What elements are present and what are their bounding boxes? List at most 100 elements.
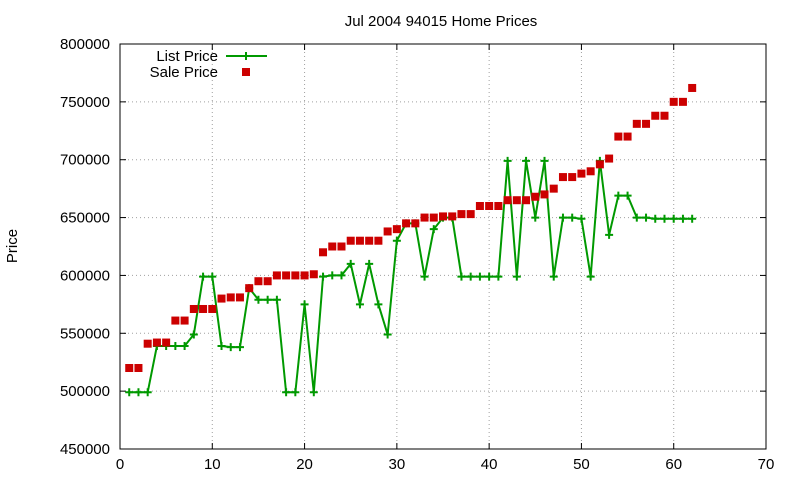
sale-price-point [466,210,475,219]
y-tick-label: 700000 [60,152,110,169]
list-price-point [577,214,586,223]
list-price-point [365,259,374,268]
list-price-point [688,214,697,223]
sale-price-point [678,97,687,106]
list-price-point [623,191,632,200]
list-price-point [254,295,263,304]
list-price-point [660,214,669,223]
sale-price-point [660,111,669,120]
y-tick-label: 500000 [60,383,110,400]
sale-price-point [199,304,208,313]
y-axis-label: Price [4,229,21,263]
sale-price-point [503,196,512,205]
list-price-point [328,271,337,280]
list-price-point [586,272,595,281]
list-price-point [642,213,651,222]
y-tick-label: 650000 [60,210,110,227]
list-price-point [632,213,641,222]
sale-price-point [125,364,134,372]
list-price-point [494,272,503,281]
list-price-point [522,156,531,165]
list-price-point [134,388,143,397]
sale-price-point [300,271,309,280]
sale-price-point [402,219,411,228]
grid [120,44,766,449]
sale-price-point [605,154,614,163]
list-price-point [678,214,687,223]
sale-price-point [651,111,660,120]
list-price-point [651,214,660,223]
list-price-point [171,342,180,351]
sale-price-point [586,167,595,176]
sale-price-point [162,338,171,347]
list-price-point [420,272,429,281]
list-price-point [374,300,383,309]
sale-price-point [346,236,355,245]
list-price-point [549,272,558,281]
list-price-point [429,225,438,234]
y-tick-label: 600000 [60,267,110,284]
sale-price-point [319,248,328,257]
x-tick-label: 70 [758,456,775,473]
list-price-point [355,300,364,309]
sale-price-point [531,192,540,201]
sale-price-point [632,119,641,128]
x-tick-label: 20 [296,456,313,473]
chart-title: Jul 2004 94015 Home Prices [345,13,538,30]
sale-price-point [272,271,281,280]
axis-ticks: 0 10 20 30 40 50 60 70 450000 500000 550000 600000 6… [60,36,774,473]
list-price-point [263,295,272,304]
sale-price-point [595,160,604,169]
list-price-point [180,342,189,351]
list-price-point [125,388,134,397]
x-tick-label: 60 [665,456,682,473]
sale-price-point [392,225,401,234]
sale-price-point [365,236,374,245]
series-sale-price [125,83,697,372]
sale-price-point [374,236,383,245]
sale-price-point [485,202,494,210]
list-price-point [568,213,577,222]
list-price-point [309,388,318,397]
sale-price-point [328,242,337,251]
sale-price-point [337,242,346,251]
list-price-point [669,214,678,223]
sale-price-point [226,293,235,302]
list-price-point [558,213,567,222]
legend-label-sale-price: Sale Price [150,64,218,81]
list-price-point [485,272,494,281]
sale-price-point [577,169,586,178]
sale-price-point [568,173,577,182]
sale-price-point [494,202,503,210]
list-price-point [337,271,346,280]
list-price-point [282,388,291,397]
sale-price-point [171,316,180,325]
list-price-point [217,342,226,351]
sale-price-point [189,304,198,313]
sale-price-point [282,271,291,280]
y-tick-label: 450000 [60,441,110,458]
sale-price-point [457,210,466,219]
sale-price-point [669,97,678,106]
sale-price-point [254,277,263,286]
list-price-point [208,272,217,281]
plot-frame [119,43,767,450]
sale-price-point [235,293,244,302]
list-price-point [199,272,208,281]
list-price-point [235,343,244,352]
x-tick-label: 10 [204,456,221,473]
list-price-point [319,272,328,281]
sale-price-point [614,132,623,141]
sale-price-point [429,213,438,222]
x-tick-label: 50 [573,456,590,473]
sale-price-point [309,270,318,279]
legend-marker-list-price [242,52,250,60]
sale-price-point [355,236,364,245]
y-tick-label: 750000 [60,94,110,111]
sale-price-point [152,338,161,347]
sale-price-point [558,173,567,182]
sale-price-point [439,212,447,221]
sale-price-point [217,294,226,303]
list-price-point [475,272,484,281]
list-price-point [531,213,540,222]
